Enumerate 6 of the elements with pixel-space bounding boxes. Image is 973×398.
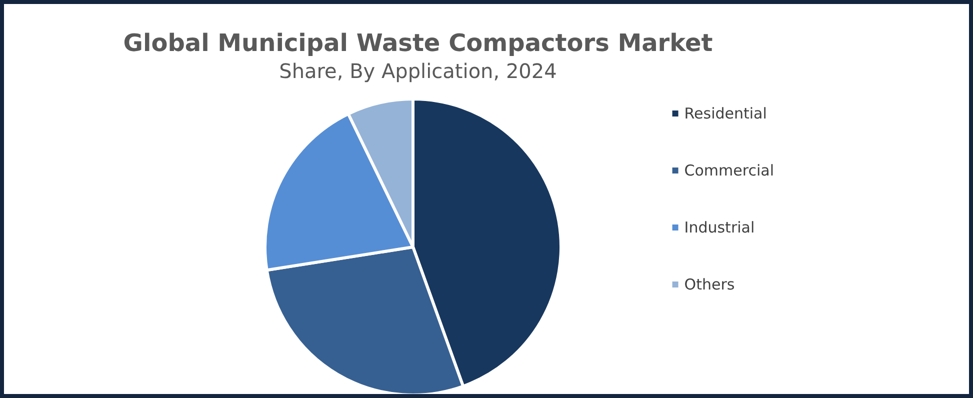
chart-subtitle: Share, By Application, 2024 <box>279 59 557 83</box>
legend-label: Others <box>684 276 735 294</box>
legend-label: Commercial <box>684 162 774 180</box>
legend-label: Industrial <box>684 218 755 236</box>
legend-label: Residential <box>684 104 767 122</box>
chart-title: Global Municipal Waste Compactors Market <box>123 29 713 57</box>
